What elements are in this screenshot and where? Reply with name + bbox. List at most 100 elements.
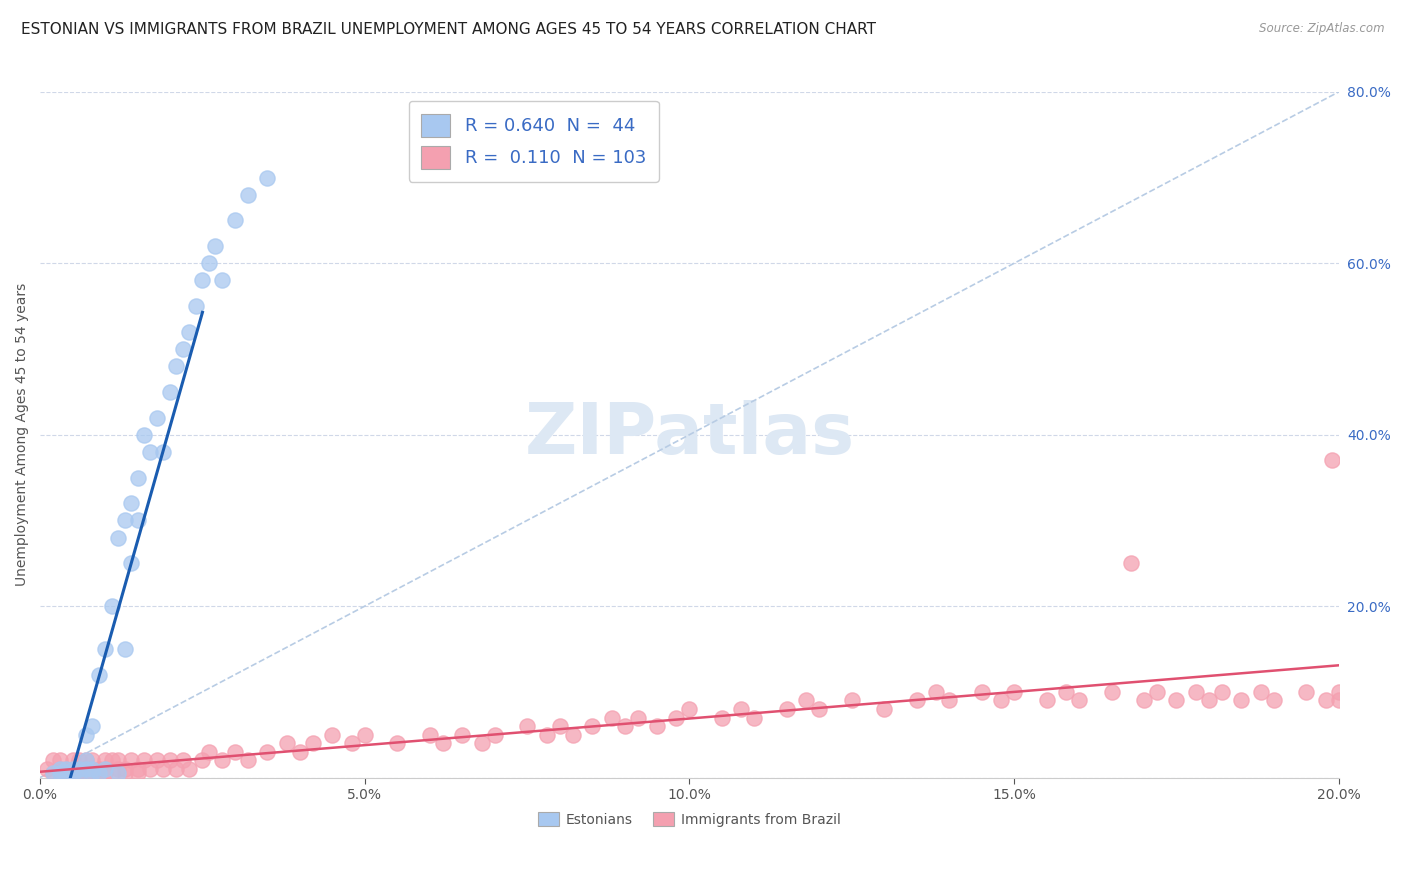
Point	[80, 753, 103, 767]
Point	[107, 531, 129, 545]
Point	[321, 728, 343, 742]
Point	[256, 745, 278, 759]
Point	[432, 736, 454, 750]
Text: Source: ZipAtlas.com: Source: ZipAtlas.com	[1260, 22, 1385, 36]
Point	[62, 766, 84, 780]
Point	[127, 513, 149, 527]
Point	[873, 702, 896, 716]
Point	[744, 710, 766, 724]
Point	[48, 762, 70, 776]
Point	[970, 685, 993, 699]
Point	[1133, 693, 1156, 707]
Point	[146, 410, 169, 425]
Point	[146, 753, 169, 767]
Point	[87, 766, 110, 780]
Point	[561, 728, 583, 742]
Point	[1211, 685, 1233, 699]
Point	[120, 753, 142, 767]
Point	[191, 753, 214, 767]
Point	[1315, 693, 1337, 707]
Point	[94, 766, 117, 780]
Point	[87, 667, 110, 681]
Point	[55, 762, 77, 776]
Point	[794, 693, 817, 707]
Point	[1230, 693, 1253, 707]
Point	[152, 445, 174, 459]
Point	[100, 766, 122, 780]
Text: ESTONIAN VS IMMIGRANTS FROM BRAZIL UNEMPLOYMENT AMONG AGES 45 TO 54 YEARS CORREL: ESTONIAN VS IMMIGRANTS FROM BRAZIL UNEMP…	[21, 22, 876, 37]
Point	[236, 187, 259, 202]
Point	[120, 496, 142, 510]
Point	[990, 693, 1012, 707]
Point	[1327, 685, 1350, 699]
Point	[1295, 685, 1317, 699]
Point	[75, 728, 97, 742]
Point	[100, 599, 122, 613]
Point	[905, 693, 928, 707]
Point	[1146, 685, 1168, 699]
Point	[172, 753, 194, 767]
Point	[1322, 453, 1344, 467]
Point	[48, 766, 70, 780]
Point	[80, 719, 103, 733]
Point	[94, 753, 117, 767]
Point	[132, 753, 155, 767]
Point	[80, 766, 103, 780]
Point	[67, 753, 90, 767]
Point	[236, 753, 259, 767]
Point	[166, 762, 188, 776]
Point	[581, 719, 603, 733]
Point	[114, 762, 136, 776]
Point	[107, 766, 129, 780]
Point	[42, 753, 65, 767]
Point	[120, 556, 142, 570]
Point	[198, 256, 221, 270]
Point	[48, 766, 70, 780]
Point	[80, 762, 103, 776]
Point	[776, 702, 799, 716]
Point	[516, 719, 538, 733]
Point	[62, 762, 84, 776]
Point	[536, 728, 558, 742]
Point	[665, 710, 688, 724]
Point	[419, 728, 441, 742]
Point	[179, 762, 201, 776]
Point	[55, 766, 77, 780]
Point	[224, 213, 246, 227]
Point	[484, 728, 506, 742]
Point	[1327, 693, 1350, 707]
Point	[645, 719, 668, 733]
Point	[1002, 685, 1025, 699]
Point	[1101, 685, 1123, 699]
Point	[139, 445, 162, 459]
Point	[276, 736, 298, 750]
Point	[75, 753, 97, 767]
Point	[938, 693, 960, 707]
Text: ZIPatlas: ZIPatlas	[524, 401, 855, 469]
Point	[152, 762, 174, 776]
Point	[451, 728, 474, 742]
Point	[340, 736, 363, 750]
Point	[100, 753, 122, 767]
Point	[48, 753, 70, 767]
Point	[55, 762, 77, 776]
Point	[114, 642, 136, 657]
Point	[132, 427, 155, 442]
Point	[94, 762, 117, 776]
Point	[1054, 685, 1077, 699]
Point	[48, 762, 70, 776]
Point	[67, 762, 90, 776]
Point	[211, 273, 233, 287]
Point	[80, 766, 103, 780]
Point	[42, 766, 65, 780]
Point	[1166, 693, 1188, 707]
Point	[841, 693, 863, 707]
Point	[1198, 693, 1220, 707]
Point	[159, 384, 181, 399]
Point	[55, 766, 77, 780]
Point	[62, 762, 84, 776]
Legend: Estonians, Immigrants from Brazil: Estonians, Immigrants from Brazil	[533, 806, 846, 832]
Point	[184, 299, 207, 313]
Point	[198, 745, 221, 759]
Point	[114, 766, 136, 780]
